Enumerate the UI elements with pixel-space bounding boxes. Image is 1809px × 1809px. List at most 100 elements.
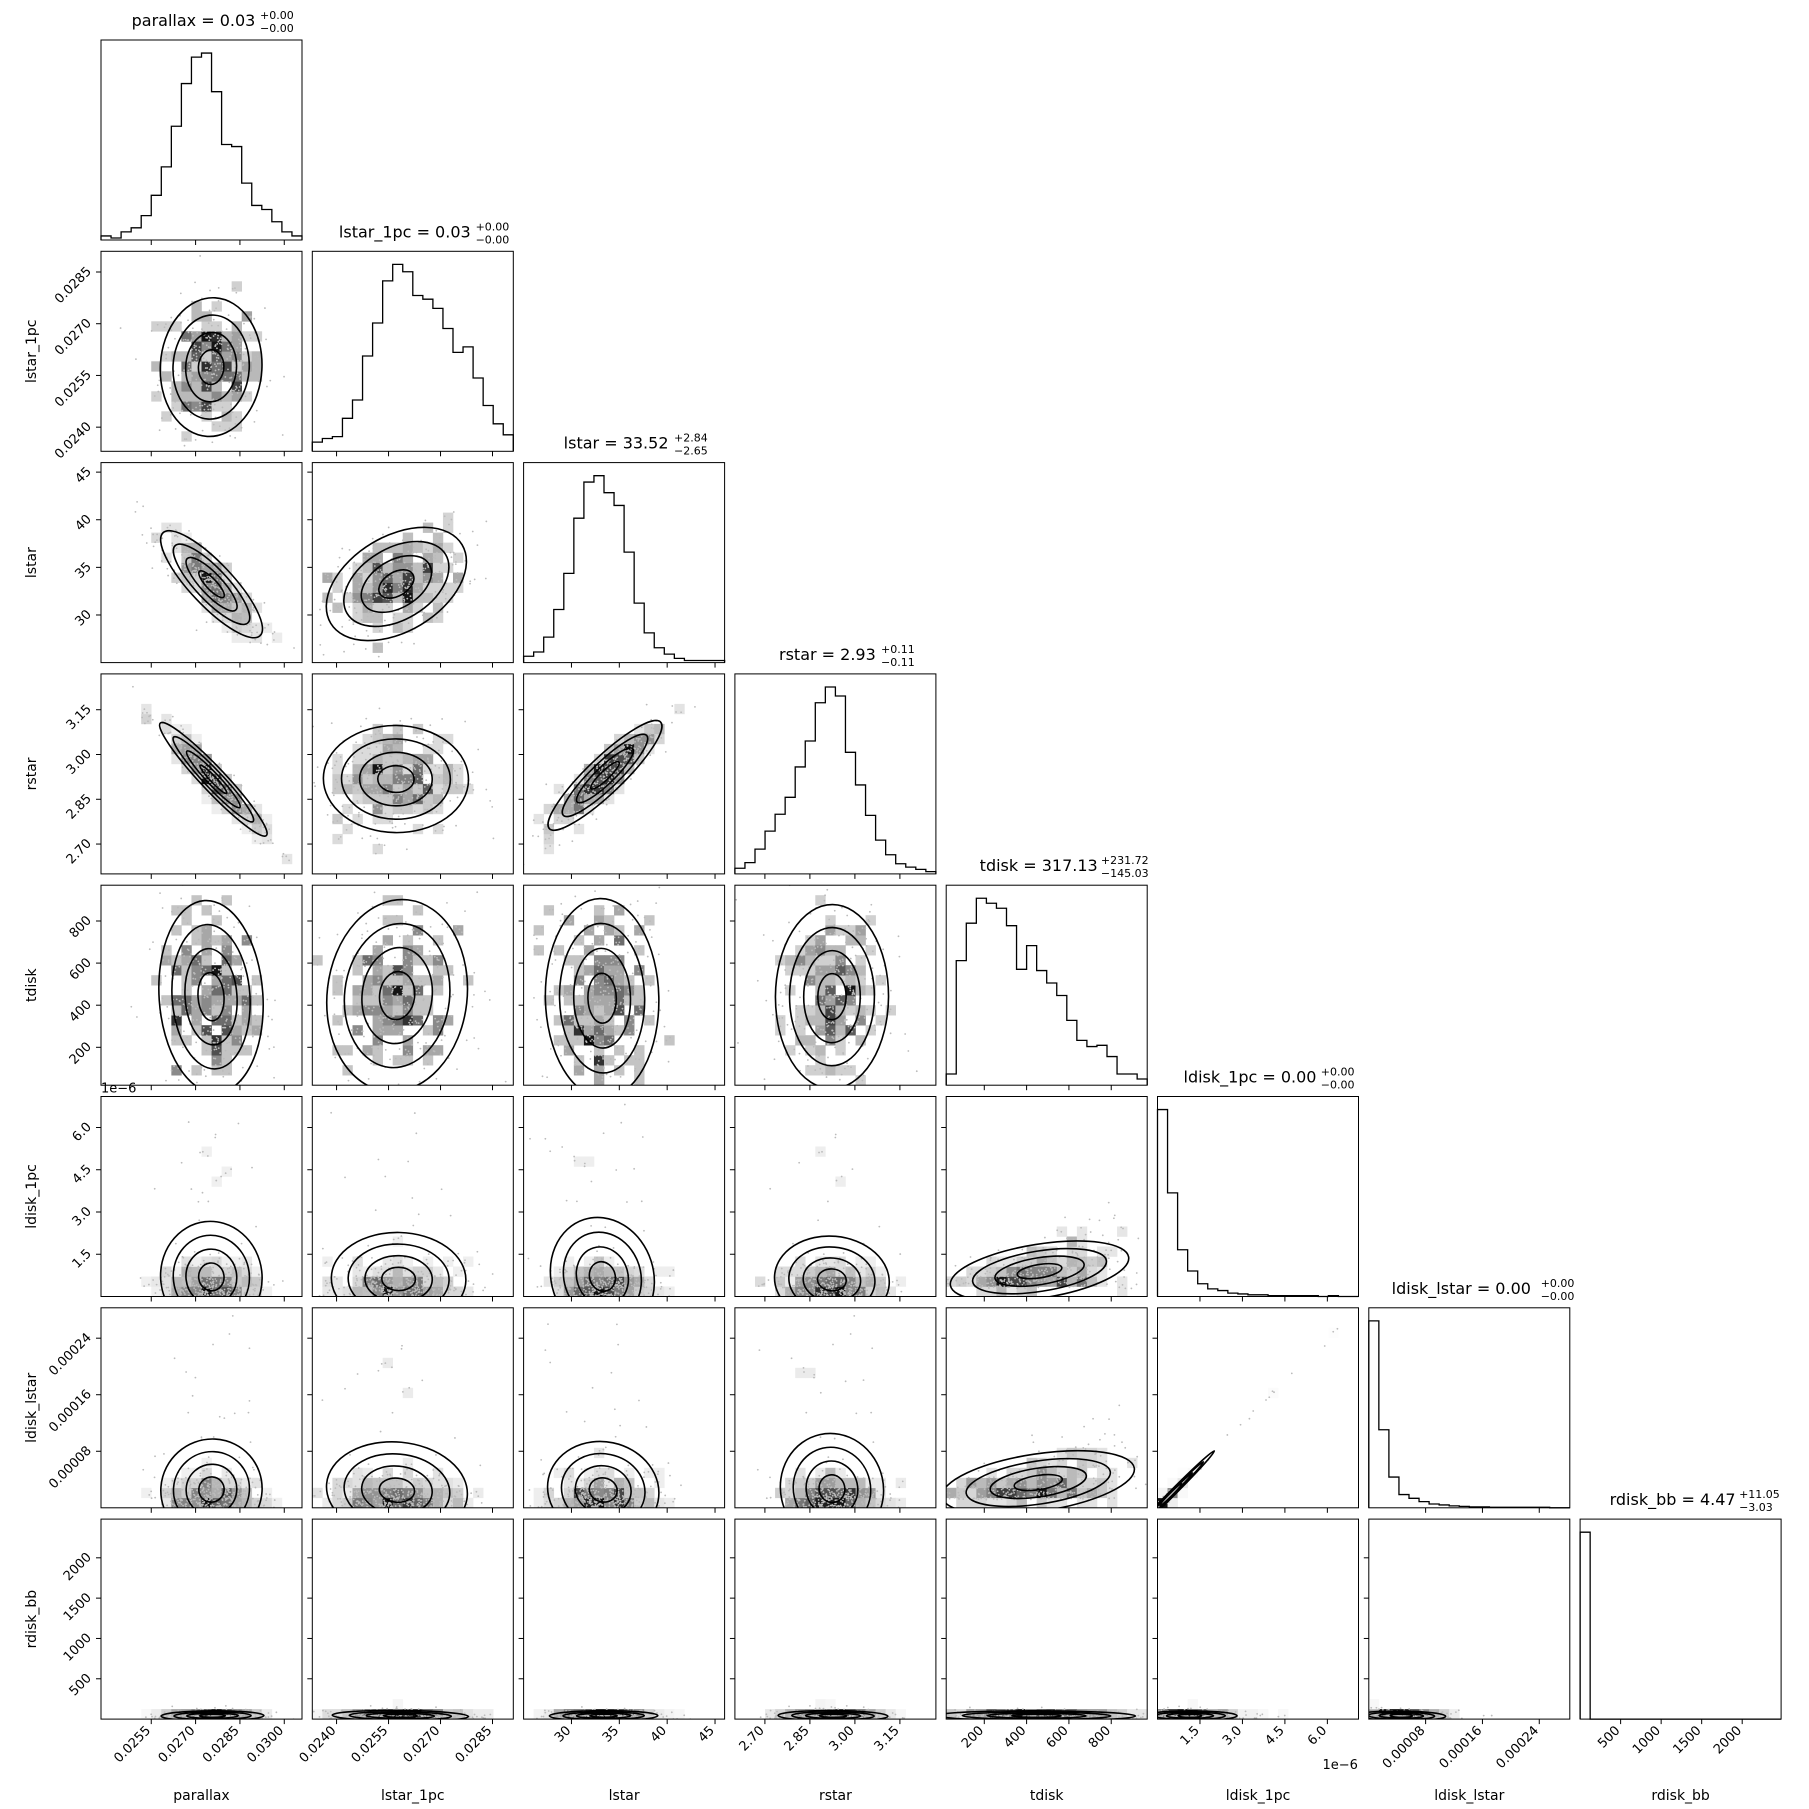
density-bin: [422, 1055, 434, 1066]
sample-point: [821, 1002, 823, 1005]
sample-point: [426, 1063, 429, 1066]
density-bin: [251, 622, 263, 633]
density-bin: [211, 1035, 222, 1046]
sample-point: [198, 1219, 201, 1222]
sample-point: [778, 1017, 781, 1020]
sample-point: [191, 374, 193, 377]
y-tick-label: 200: [67, 1040, 95, 1068]
contour: [547, 719, 663, 832]
density-bin: [553, 1035, 565, 1046]
density-bin: [845, 1065, 856, 1076]
sample-point: [356, 600, 359, 603]
density-bin: [231, 281, 242, 292]
sample-point: [609, 925, 612, 928]
sample-point: [401, 968, 403, 971]
sample-point: [248, 334, 251, 337]
sample-point: [625, 757, 628, 760]
density-bin: [191, 552, 202, 563]
sample-point: [597, 1073, 600, 1076]
density-bin: [221, 371, 232, 382]
sample-point: [379, 769, 381, 771]
sample-point: [419, 773, 422, 776]
sample-point: [248, 905, 251, 908]
density-bin: [211, 582, 222, 593]
sample-point: [591, 1038, 593, 1041]
sample-point: [223, 948, 225, 950]
sample-point: [790, 1028, 793, 1031]
sample-point: [632, 1014, 635, 1017]
density-bin: [251, 833, 263, 845]
sample-point: [435, 796, 437, 799]
sample-point: [225, 1019, 228, 1022]
sample-point: [214, 583, 217, 586]
sample-point: [545, 828, 548, 831]
sample-point: [352, 643, 355, 646]
density-bin: [211, 783, 222, 795]
density-bin: [573, 1025, 585, 1036]
sample-point: [378, 630, 381, 632]
sample-point: [189, 575, 191, 578]
sample-point: [242, 1267, 245, 1270]
sample-point: [476, 544, 479, 547]
sample-point: [382, 957, 385, 960]
sample-point: [574, 1064, 577, 1067]
sample-point: [427, 549, 430, 552]
sample-point: [356, 1015, 359, 1017]
contour: [343, 922, 451, 1069]
sample-point: [407, 550, 410, 553]
density-bin: [362, 985, 373, 996]
density-bin: [583, 1015, 595, 1026]
sample-point: [187, 949, 190, 952]
density-bin: [201, 965, 212, 976]
density-bin: [422, 582, 434, 593]
sample-point: [454, 582, 457, 585]
sample-point: [379, 578, 381, 581]
sample-point: [374, 759, 377, 762]
sample-point: [201, 1191, 204, 1194]
density-bin: [593, 975, 605, 986]
sample-point: [860, 956, 863, 959]
sample-point: [238, 342, 241, 345]
sample-point: [208, 404, 211, 407]
sample-point: [797, 1036, 800, 1038]
sample-point: [446, 611, 449, 613]
sample-point: [203, 959, 206, 962]
sample-point: [532, 819, 535, 822]
sample-point: [807, 1004, 810, 1007]
sample-point: [226, 347, 229, 350]
sample-point: [539, 1026, 542, 1028]
sample-point: [596, 780, 599, 783]
sample-point: [394, 546, 397, 549]
sample-point: [181, 988, 184, 991]
density-bin: [412, 562, 424, 573]
sample-point: [646, 955, 649, 958]
sample-point: [274, 999, 276, 1002]
sample-point: [471, 1005, 474, 1008]
density-bin: [211, 371, 222, 382]
sample-point: [359, 988, 362, 991]
sample-point: [578, 994, 581, 997]
sample-point: [409, 580, 412, 583]
sample-point: [377, 769, 380, 772]
sample-point: [242, 999, 245, 1002]
sample-point: [602, 1057, 604, 1060]
density-bin: [432, 783, 444, 795]
sample-point: [541, 821, 544, 823]
sample-point: [240, 803, 243, 806]
sample-point: [560, 1054, 562, 1057]
sample-point: [830, 1010, 833, 1013]
sample-point: [202, 1281, 205, 1284]
sample-point: [614, 1058, 616, 1061]
density-bin: [392, 1015, 404, 1026]
sample-point: [904, 1033, 907, 1035]
sample-point: [191, 357, 194, 360]
sample-point: [592, 776, 595, 779]
sample-point: [378, 1017, 380, 1020]
sample-point: [370, 773, 373, 776]
sample-point: [398, 976, 401, 979]
sample-point: [184, 756, 186, 759]
sample-point: [588, 795, 591, 798]
sample-point: [220, 343, 223, 346]
density-bin: [422, 542, 434, 553]
sample-point: [443, 825, 445, 828]
